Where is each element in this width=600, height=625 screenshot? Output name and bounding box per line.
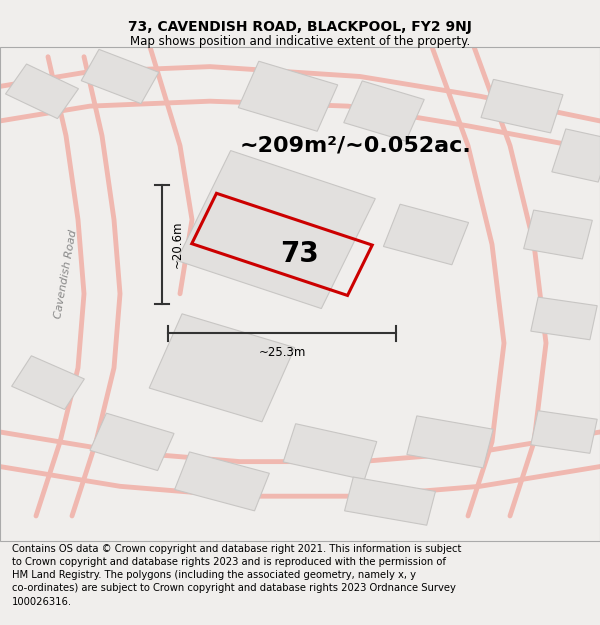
Polygon shape bbox=[383, 204, 469, 265]
Polygon shape bbox=[90, 413, 174, 471]
Polygon shape bbox=[524, 210, 592, 259]
Text: Contains OS data © Crown copyright and database right 2021. This information is : Contains OS data © Crown copyright and d… bbox=[12, 544, 461, 606]
Text: Cavendish Road: Cavendish Road bbox=[53, 229, 79, 319]
Polygon shape bbox=[81, 49, 159, 104]
Polygon shape bbox=[283, 424, 377, 480]
Text: Map shows position and indicative extent of the property.: Map shows position and indicative extent… bbox=[130, 36, 470, 48]
Polygon shape bbox=[531, 297, 597, 340]
Polygon shape bbox=[481, 79, 563, 133]
Polygon shape bbox=[344, 477, 436, 525]
Text: 73, CAVENDISH ROAD, BLACKPOOL, FY2 9NJ: 73, CAVENDISH ROAD, BLACKPOOL, FY2 9NJ bbox=[128, 20, 472, 34]
Polygon shape bbox=[552, 129, 600, 182]
Polygon shape bbox=[5, 64, 79, 119]
Text: ~209m²/~0.052ac.: ~209m²/~0.052ac. bbox=[240, 136, 472, 156]
Polygon shape bbox=[11, 356, 85, 409]
Polygon shape bbox=[407, 416, 493, 468]
Text: 73: 73 bbox=[281, 240, 319, 268]
Text: ~20.6m: ~20.6m bbox=[171, 221, 184, 268]
Polygon shape bbox=[344, 81, 424, 141]
Polygon shape bbox=[238, 61, 338, 131]
Text: ~25.3m: ~25.3m bbox=[259, 346, 305, 359]
Bar bbox=[0, 47, 600, 541]
Polygon shape bbox=[175, 452, 269, 511]
Polygon shape bbox=[149, 314, 295, 422]
Polygon shape bbox=[531, 411, 597, 453]
Polygon shape bbox=[177, 151, 375, 309]
